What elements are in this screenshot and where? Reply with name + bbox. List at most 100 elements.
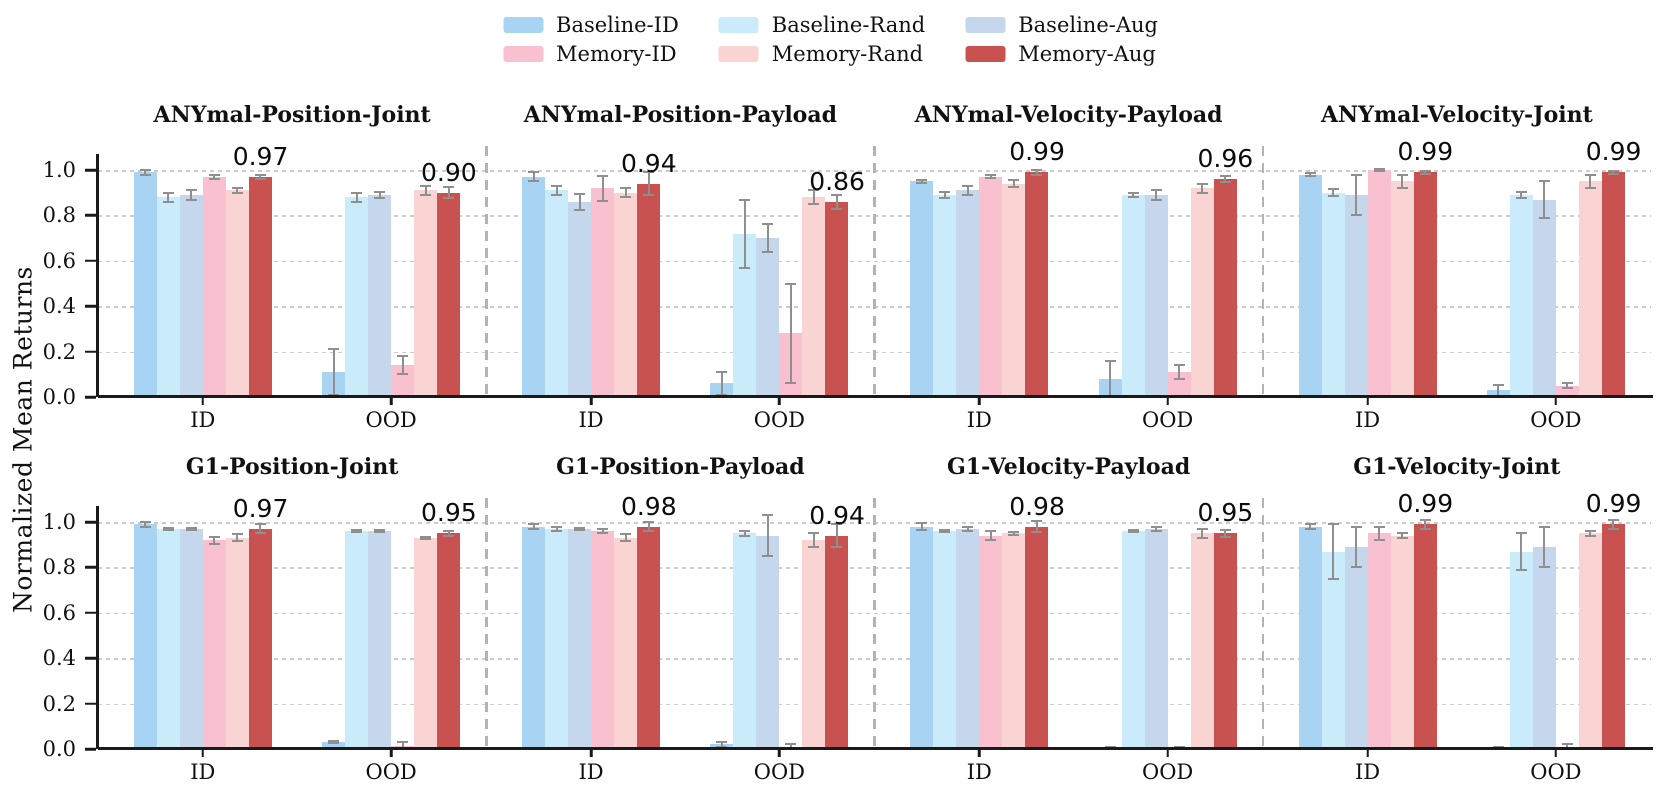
y-tick-mark bbox=[85, 214, 96, 217]
error-bar-cap-top bbox=[808, 189, 820, 192]
x-tick-label-ood: OOD bbox=[1530, 760, 1582, 784]
error-bar-cap-top bbox=[1327, 523, 1339, 526]
error-bar bbox=[1419, 518, 1431, 530]
error-bar-cap-bottom bbox=[1373, 170, 1385, 173]
error-bar-cap-bottom bbox=[443, 197, 455, 200]
bar-baseline-rand-id bbox=[1321, 192, 1345, 397]
error-bar-line bbox=[447, 187, 450, 199]
subplot-title: G1-Position-Joint bbox=[185, 454, 399, 480]
bar-baseline-id-id bbox=[910, 181, 934, 397]
legend-swatch-baseline-id bbox=[503, 17, 544, 33]
legend-label: Memory-Rand bbox=[771, 42, 924, 66]
column-separator bbox=[873, 146, 876, 397]
x-tick-mark bbox=[201, 749, 205, 757]
x-tick-mark bbox=[1166, 749, 1169, 757]
error-bar-cap-top bbox=[185, 189, 197, 192]
error-bar-cap-top bbox=[1350, 525, 1362, 528]
error-bar-line bbox=[1201, 183, 1204, 193]
error-bar-cap-top bbox=[1219, 528, 1231, 531]
error-bar bbox=[1350, 173, 1362, 217]
error-bar bbox=[916, 178, 928, 185]
error-bar bbox=[1396, 173, 1408, 190]
bar-memory-aug-id bbox=[1025, 526, 1049, 749]
legend-label: Baseline-Rand bbox=[771, 13, 926, 37]
error-bar-cap-top bbox=[1304, 172, 1316, 175]
error-bar-cap-top bbox=[443, 530, 455, 533]
error-bar-cap-bottom bbox=[1127, 531, 1139, 534]
x-tick-label-id: ID bbox=[190, 408, 216, 432]
error-bar-cap-top bbox=[1396, 532, 1408, 535]
error-bar-line bbox=[144, 170, 147, 175]
error-bar-line bbox=[401, 356, 404, 375]
error-bar bbox=[574, 192, 586, 211]
error-bar-cap-top bbox=[739, 530, 751, 533]
error-bar-cap-bottom bbox=[939, 531, 951, 534]
error-bar-cap-top bbox=[1031, 519, 1043, 522]
error-bar bbox=[985, 530, 997, 542]
bar-memory-aug-ood bbox=[1601, 524, 1625, 749]
error-bar-cap-top bbox=[1607, 518, 1619, 521]
error-bar-cap-bottom bbox=[1538, 566, 1550, 569]
error-bar-cap-bottom bbox=[1173, 377, 1185, 380]
error-bar-line bbox=[1566, 383, 1569, 388]
error-bar-cap-top bbox=[1196, 182, 1208, 185]
error-bar-cap-bottom bbox=[208, 542, 220, 545]
bar-memory-rand-ood bbox=[414, 190, 438, 397]
error-bar-line bbox=[236, 534, 239, 542]
error-bar-line bbox=[789, 744, 792, 749]
error-bar-line bbox=[332, 349, 335, 395]
error-bar-cap-top bbox=[985, 174, 997, 177]
bar-baseline-aug-ood bbox=[1532, 546, 1556, 749]
error-bar-line bbox=[1132, 192, 1135, 198]
error-bar-cap-top bbox=[254, 523, 266, 526]
x-axis-spine bbox=[98, 747, 1653, 750]
error-bar-cap-bottom bbox=[831, 545, 843, 548]
error-bar-cap-top bbox=[374, 528, 386, 531]
bar-annotation: 0.99 bbox=[1397, 489, 1454, 519]
error-bar-cap-bottom bbox=[1584, 534, 1596, 537]
y-tick-label: 0.2 bbox=[42, 691, 76, 716]
error-bar-cap-top bbox=[328, 348, 340, 351]
y-tick-mark bbox=[85, 350, 96, 353]
error-bar-cap-top bbox=[785, 282, 797, 285]
bar-memory-aug-id bbox=[637, 183, 661, 397]
error-bar-cap-bottom bbox=[1304, 527, 1316, 530]
error-bar-line bbox=[190, 527, 193, 530]
error-bar-cap-bottom bbox=[1538, 216, 1550, 219]
bar-baseline-rand-ood bbox=[1121, 531, 1145, 749]
error-bar bbox=[1327, 523, 1339, 580]
bar-annotation: 0.98 bbox=[620, 491, 677, 521]
error-bar-cap-top bbox=[443, 186, 455, 189]
bar-memory-id-id bbox=[979, 176, 1003, 397]
bar-memory-rand-id bbox=[1002, 183, 1026, 397]
error-bar bbox=[528, 171, 540, 183]
error-bar bbox=[620, 533, 632, 543]
error-bar-cap-top bbox=[420, 535, 432, 538]
subplot-g1-position-payload: G1-Position-Payload ID 0.98 OOD 0.94 bbox=[486, 454, 874, 784]
error-bar-line bbox=[920, 523, 923, 530]
x-tick-label-id: ID bbox=[190, 760, 216, 784]
error-bar-cap-bottom bbox=[551, 193, 563, 196]
error-bar-cap-top bbox=[139, 521, 151, 523]
error-bar-line bbox=[1309, 524, 1312, 529]
error-bar-line bbox=[213, 536, 216, 544]
bar-memory-aug-id bbox=[248, 528, 272, 749]
bar-memory-rand-ood bbox=[1190, 188, 1214, 397]
y-tick-label: 0.8 bbox=[42, 555, 76, 580]
error-bar-cap-bottom bbox=[351, 531, 363, 534]
error-bar bbox=[374, 528, 386, 534]
error-bar bbox=[1350, 525, 1362, 569]
error-bar-cap-top bbox=[1492, 383, 1504, 386]
subplot-anymal-position-payload: ANYmal-Position-Payload ID 0.94 OOD 0.86 bbox=[486, 102, 874, 432]
error-bar-cap-top bbox=[551, 184, 563, 187]
error-bar bbox=[1104, 359, 1116, 398]
error-bar-cap-top bbox=[397, 355, 409, 358]
bar-baseline-aug-id bbox=[1344, 546, 1368, 749]
bar-baseline-rand-ood bbox=[733, 533, 757, 749]
error-bar-line bbox=[1612, 170, 1615, 174]
error-bar-cap-bottom bbox=[1607, 172, 1619, 175]
legend-label: Baseline-ID bbox=[556, 13, 679, 37]
x-tick-mark bbox=[1166, 397, 1169, 405]
error-bar-line bbox=[144, 522, 147, 527]
